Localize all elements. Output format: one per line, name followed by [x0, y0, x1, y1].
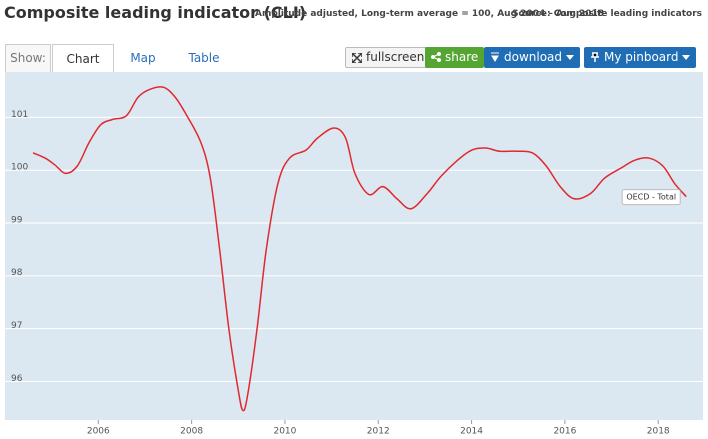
button-label: My pinboard: [604, 50, 679, 64]
x-tick-label: 2012: [367, 427, 390, 437]
tab[interactable]: Map: [130, 51, 156, 65]
icon: [431, 52, 441, 62]
tab[interactable]: Chart: [52, 44, 114, 73]
pinboard-button[interactable]: My pinboard: [584, 47, 697, 68]
icon: [352, 53, 362, 63]
show-label: Show:: [5, 44, 51, 72]
source: Source: Composite leading indicators: [512, 9, 702, 19]
x-tick-label: 2006: [87, 427, 110, 437]
button-label: download: [504, 50, 563, 64]
share-button[interactable]: share: [425, 47, 485, 68]
x-tick-label: 2014: [460, 427, 483, 437]
y-tick-label: 98: [11, 268, 23, 278]
x-tick-label: 2016: [553, 427, 576, 437]
caret: [566, 55, 575, 60]
caret: [682, 55, 691, 60]
y-tick-label: 99: [11, 215, 23, 225]
y-tick-label: 96: [11, 374, 23, 384]
plot-area: [5, 72, 703, 420]
icon: [591, 52, 599, 62]
x-tick-label: 2018: [647, 427, 670, 437]
x-tick-label: 2010: [273, 427, 296, 437]
y-tick-label: 97: [11, 321, 22, 331]
series-label: OECD - Total: [626, 193, 676, 202]
icon: [491, 52, 499, 62]
y-tick-label: 100: [11, 163, 28, 173]
tab[interactable]: Table: [188, 51, 220, 65]
series-label-box: [621, 189, 681, 206]
x-tick-label: 2008: [180, 427, 203, 437]
series-line: [32, 86, 687, 412]
y-tick-label: 101: [11, 110, 28, 120]
fullscreen-button[interactable]: fullscreen: [345, 47, 432, 68]
download-button[interactable]: download: [484, 47, 581, 68]
button-label: fullscreen: [366, 50, 425, 64]
button-label: share: [445, 50, 479, 64]
title: Composite leading indicator (CLI): [4, 3, 307, 22]
subtitle: Amplitude adjusted, Long-term average = …: [255, 9, 604, 19]
